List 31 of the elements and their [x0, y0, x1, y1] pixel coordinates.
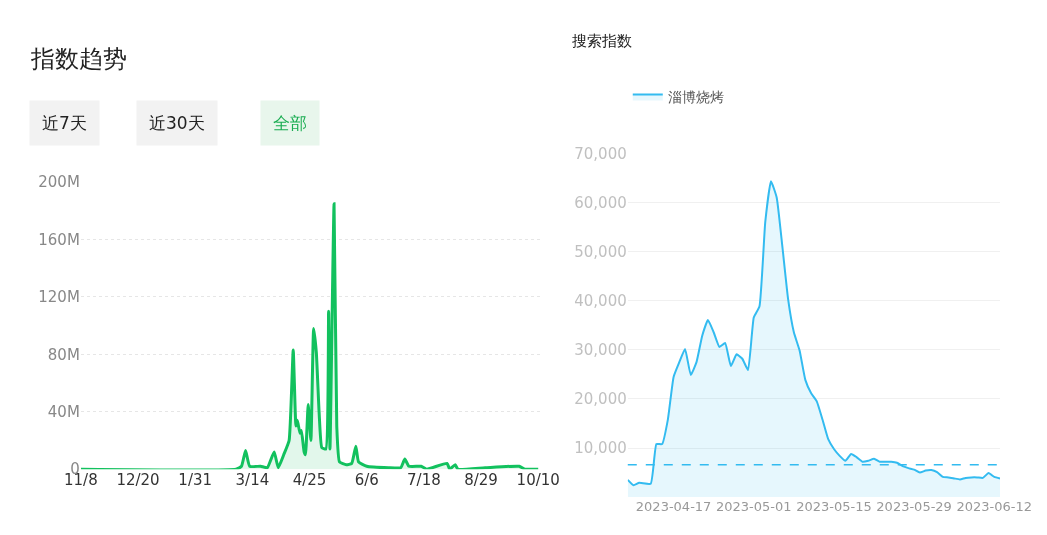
x-tick-label: 3/14: [235, 471, 270, 490]
y-tick-label: 20,000: [574, 390, 627, 409]
x-tick-label: 1/31: [178, 471, 213, 490]
y-tick-label: 70,000: [574, 145, 627, 164]
x-tick-label: 2023-06-12: [956, 499, 1033, 515]
x-tick-label: 2023-04-17: [635, 499, 712, 515]
y-tick-label: 120M: [38, 288, 80, 307]
y-tick-label: 40M: [47, 402, 80, 421]
chart-title: 搜索指数: [572, 32, 632, 50]
y-tick-label: 10,000: [574, 439, 627, 458]
x-tick-label: 2023-05-01: [715, 499, 792, 515]
y-tick-label: 40,000: [574, 292, 627, 311]
x-tick-label: 10/10: [516, 471, 560, 490]
x-tick-label: 2023-05-15: [796, 499, 872, 515]
x-tick-label: 2023-05-29: [876, 499, 952, 515]
y-tick-label: 80M: [47, 345, 80, 364]
legend-label: 淄博烧烤: [667, 88, 724, 105]
x-tick-label: 4/25: [292, 471, 327, 490]
y-tick-label: 60,000: [574, 194, 627, 213]
chart-title: 指数趋势: [30, 45, 127, 73]
x-tick-label: 6/6: [354, 471, 379, 490]
y-tick-label: 160M: [38, 230, 80, 249]
x-tick-label: 12/20: [116, 471, 160, 490]
y-tick-label: 50,000: [574, 243, 627, 262]
x-tick-label: 8/29: [464, 471, 498, 490]
text: 全部: [273, 113, 307, 133]
x-tick-label: 7/18: [407, 471, 441, 490]
y-tick-label: 30,000: [574, 341, 627, 360]
text: 近7天: [42, 113, 87, 133]
y-tick-label: 200M: [38, 173, 80, 192]
text: 近30天: [149, 113, 205, 133]
